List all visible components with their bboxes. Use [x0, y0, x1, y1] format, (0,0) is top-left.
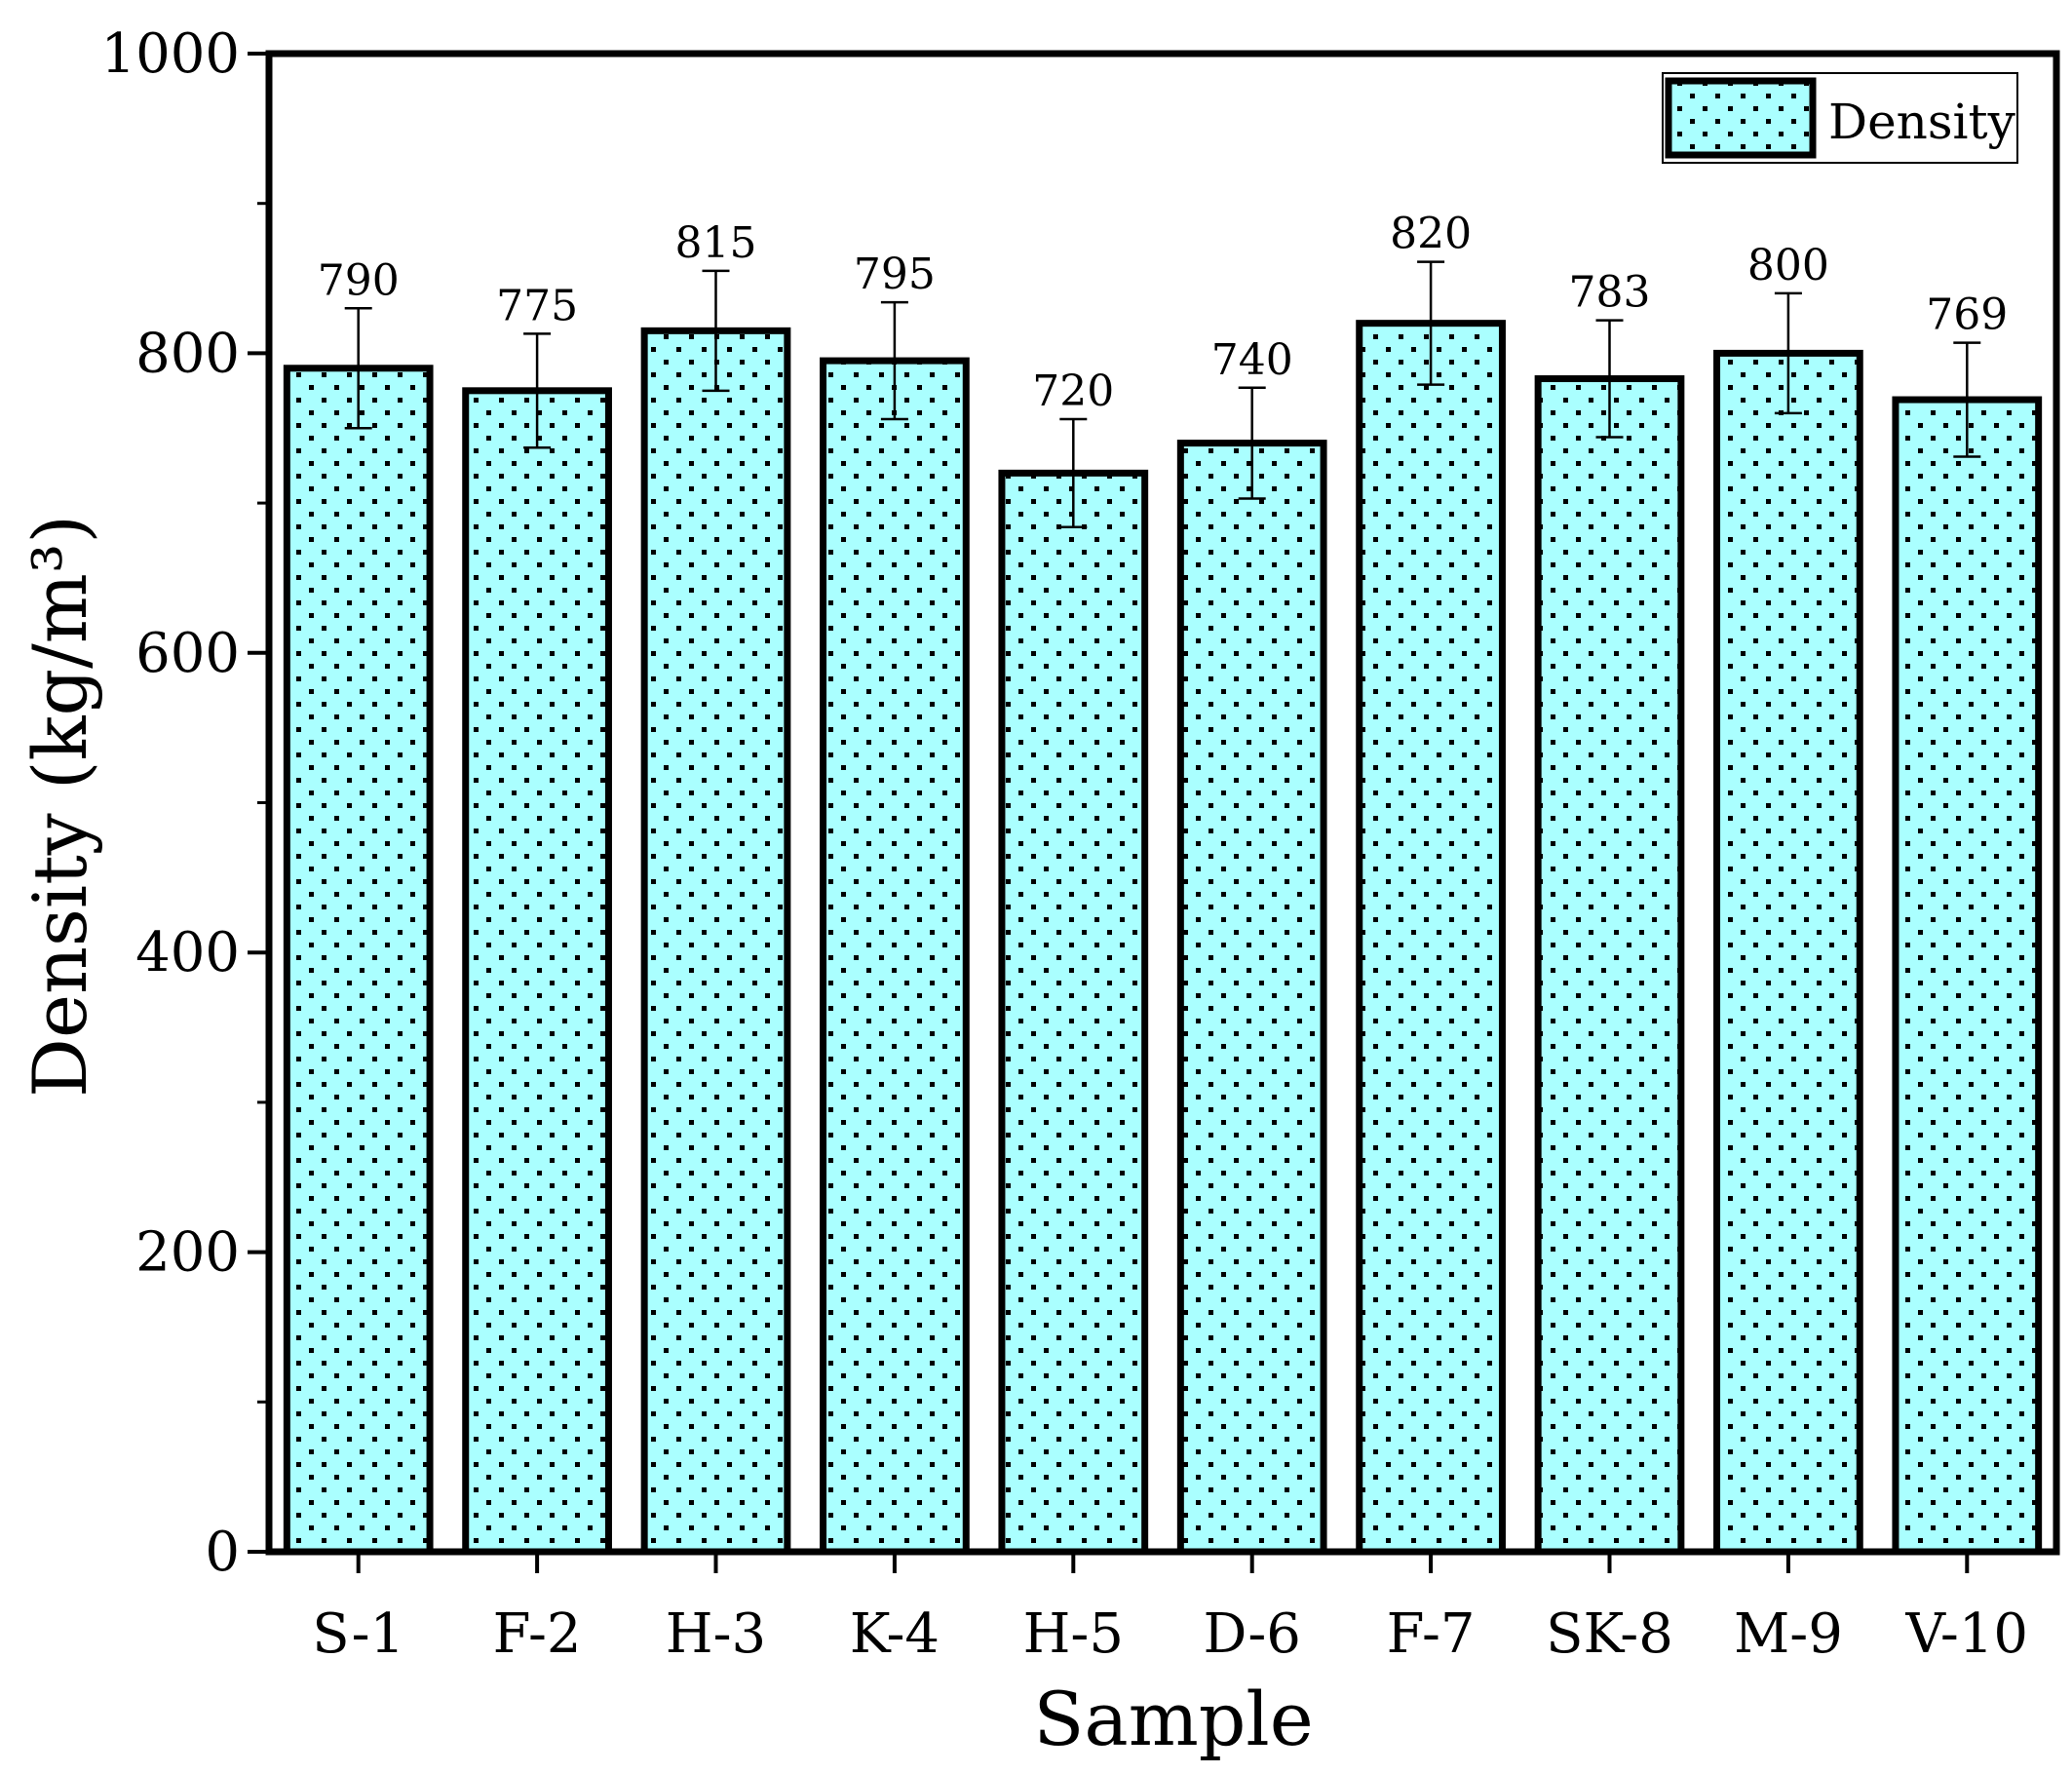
x-tick-label: F-2: [493, 1602, 582, 1666]
y-tick-label: 0: [205, 1521, 240, 1584]
bar: [998, 469, 1149, 1556]
y-tick-label: 200: [135, 1221, 240, 1285]
bar-value-label: 800: [1747, 241, 1829, 290]
y-tick-label: 400: [135, 921, 240, 984]
bar-value-label: 740: [1211, 335, 1293, 385]
y-tick-label: 600: [135, 622, 240, 685]
x-tick-label: M-9: [1734, 1602, 1843, 1666]
x-tick-label: SK-8: [1546, 1602, 1673, 1666]
x-tick-label: V-10: [1905, 1602, 2028, 1666]
x-tick-label: D-6: [1203, 1602, 1301, 1666]
bar-value-label: 790: [318, 255, 400, 305]
bar-value-label: 720: [1032, 366, 1114, 416]
x-tick-label: S-1: [312, 1602, 404, 1666]
bar: [1892, 396, 2043, 1556]
bar-value-label: 783: [1569, 268, 1651, 318]
bar: [1356, 320, 1506, 1556]
bar: [640, 327, 791, 1556]
x-tick-label: H-5: [1023, 1602, 1124, 1666]
x-tick-label: K-4: [850, 1602, 940, 1666]
bar: [283, 365, 434, 1556]
bar-value-label: 795: [854, 250, 936, 299]
x-tick-label: F-7: [1387, 1602, 1476, 1666]
bar: [820, 357, 970, 1556]
y-tick-label: 800: [135, 322, 240, 385]
legend: Density: [1662, 72, 2018, 164]
legend-swatch: [1665, 77, 1817, 159]
bar-value-label: 820: [1390, 210, 1472, 259]
value-labels-layer: 790 775 815 795 720 740 820 783 800 769: [318, 210, 2009, 416]
axes-layer: S-1 F-2 H-3 K-4 H-5 D-6 F-7 SK-8 M-9 V-10 0 200 400 6…: [100, 22, 2060, 1666]
x-axis-label: Sample: [1033, 1676, 1313, 1762]
legend-label: Density: [1828, 94, 2016, 150]
bar-value-label: 775: [496, 281, 578, 330]
bar-value-label: 815: [675, 218, 757, 268]
error-bars-layer: [344, 260, 1981, 528]
bar: [1713, 349, 1863, 1556]
bar: [1534, 375, 1685, 1556]
y-tick-label: 1000: [100, 22, 240, 86]
bar: [1176, 440, 1327, 1556]
y-axis-label: Density (kg/m³): [17, 515, 103, 1098]
bar: [462, 387, 612, 1556]
x-tick-label: H-3: [666, 1602, 766, 1666]
bars-layer: [283, 320, 2043, 1556]
bar-value-label: 769: [1926, 290, 2008, 340]
